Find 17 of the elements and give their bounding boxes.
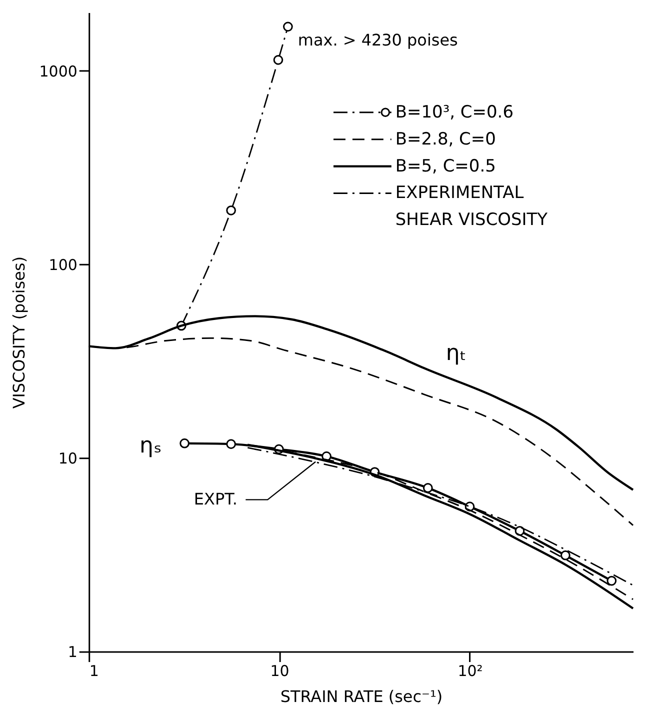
legend-label: EXPERIMENTAL SHEAR VISCOSITY xyxy=(395,183,548,230)
x-axis-title: STRAIN RATE (sec⁻¹) xyxy=(280,686,443,706)
y-tick-label: 1000 xyxy=(39,62,78,80)
annotation: ηₜ xyxy=(446,340,466,366)
y-axis-title: VISCOSITY (poises) xyxy=(9,256,28,409)
legend-label: B=10³, C=0.6 xyxy=(395,102,514,122)
annotation: EXPT. xyxy=(194,490,238,509)
y-tick-label: 10 xyxy=(58,449,78,468)
y-tick-label: 1 xyxy=(68,643,78,662)
x-tick-label: 1 xyxy=(89,662,99,680)
annotation: max. > 4230 poises xyxy=(298,30,458,50)
y-tick-label: 100 xyxy=(48,256,78,274)
x-tick-label: 10² xyxy=(458,662,483,680)
x-tick-label: 10 xyxy=(270,662,290,680)
annotation: ηₛ xyxy=(140,433,162,458)
legend-label: B=2.8, C=0 xyxy=(395,129,496,150)
legend-label: B=5, C=0.5 xyxy=(395,156,496,176)
